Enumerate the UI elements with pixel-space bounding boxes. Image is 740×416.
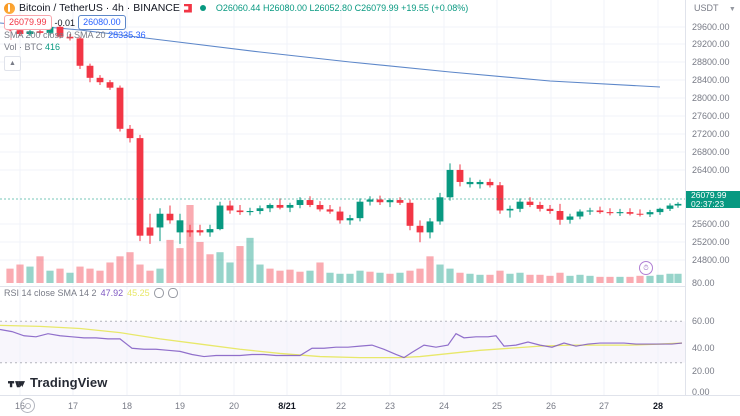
high-value: 26080.00 [269,3,307,13]
symbol-title[interactable]: Bitcoin / TetherUS · 4h · BINANCE [19,2,180,14]
price-tick: 26800.00 [692,147,730,157]
time-tick: 27 [598,401,610,411]
rsi-indicator-pane[interactable] [0,286,686,397]
price-tick: 26400.00 [692,165,730,175]
price-axis-unit[interactable]: USDT ▼ [694,3,736,13]
price-tick: 27600.00 [692,111,730,121]
last-price-tag: 26079.99 02:37:23 [686,191,740,208]
watermark-text: TradingView [30,375,108,390]
symbol-legend-row: Bitcoin / TetherUS · 4h · BINANCE O26060… [4,2,468,14]
volume-value: 416 [45,42,61,52]
time-tick: 18 [121,401,133,411]
rsi-tick: 0.00 [692,387,710,397]
high-label: H [262,3,270,13]
current-price-pill[interactable]: 26079.99 [4,15,52,30]
tradingview-logo-icon [8,381,25,388]
rsi-legend-row[interactable]: RSI 14 close SMA 14 2 47.92 45.25 [4,288,178,298]
sma-legend-label: SMA 200 close 0 SMA 20 [4,30,106,40]
rsi-tick: 80.00 [692,278,715,288]
price-change: +19.55 (+0.08%) [401,3,469,13]
tradingview-watermark: TradingView [8,375,107,390]
ohlc-values: O26060.44 H26080.00 L26052.80 C26079.99 … [216,3,468,13]
target-price-pill[interactable]: 26080.00 [78,15,126,30]
time-tick: 25 [491,401,503,411]
price-tick: 29600.00 [692,22,730,32]
price-tick: 29200.00 [692,39,730,49]
time-tick: 22 [335,401,347,411]
low-label: L [309,3,315,13]
price-tick: 25200.00 [692,237,730,247]
candlestick-chart [0,0,686,285]
rsi-chart [0,287,686,397]
rsi-settings-icon[interactable] [167,288,178,298]
time-axis[interactable]: 16 17 18 19 20 8/21 22 23 24 25 26 27 28 [0,395,740,416]
price-tick: 27200.00 [692,129,730,139]
price-tick: 25600.00 [692,219,730,229]
time-tick: 28 [652,401,664,411]
price-tick: 28800.00 [692,57,730,67]
rsi-tick: 40.00 [692,343,715,353]
eye-icon[interactable] [183,3,192,13]
time-tick: 23 [384,401,396,411]
price-axis-unit-label: USDT [694,3,719,13]
volume-legend-label: Vol · BTC [4,42,43,52]
price-tick: 28400.00 [692,75,730,85]
rsi-value: 47.92 [100,288,124,298]
eye-icon[interactable] [153,288,164,298]
price-delta: -0.01 [54,17,76,28]
rsi-tick: 20.00 [692,366,715,376]
price-axis[interactable]: USDT ▼ 29600.00 29200.00 28800.00 28400.00 2… [685,0,740,397]
close-value: 26079.99 [361,3,399,13]
chevron-down-icon[interactable]: ▼ [728,6,736,13]
collapse-pane-button[interactable]: ▲ [4,56,21,71]
time-tick: 26 [545,401,557,411]
countdown-timer: 02:37:23 [691,198,725,209]
time-tick: 8/21 [278,401,296,411]
rsi-sma-value: 45.25 [127,288,150,298]
price-measure-row: 26079.99 -0.01 26080.00 [4,15,126,30]
price-tick: 28000.00 [692,93,730,103]
bitcoin-logo-icon [4,2,15,14]
last-price-value: 26079.99 [691,190,727,200]
time-tick: 17 [67,401,79,411]
price-tick: 24800.00 [692,255,730,265]
volume-legend-row[interactable]: Vol · BTC 416 [4,42,60,52]
time-tick: 19 [174,401,186,411]
sma-legend-row[interactable]: SMA 200 close 0 SMA 20 28335.36 [4,30,146,40]
low-value: 26052.80 [314,3,353,13]
time-tick: 20 [228,401,240,411]
chevron-up-icon: ▲ [9,60,16,67]
market-status-dot [199,5,206,11]
sma-value: 28335.36 [108,30,146,40]
alert-clock-icon[interactable]: ⏱ [639,261,653,275]
price-chart-pane[interactable] [0,0,686,285]
gear-icon[interactable] [20,398,35,413]
time-tick: 24 [438,401,450,411]
rsi-tick: 60.00 [692,316,715,326]
rsi-legend-label: RSI 14 close SMA 14 2 [4,288,97,298]
open-value: 26060.44 [222,3,261,13]
open-label: O [215,3,223,13]
close-label: C [354,3,362,13]
